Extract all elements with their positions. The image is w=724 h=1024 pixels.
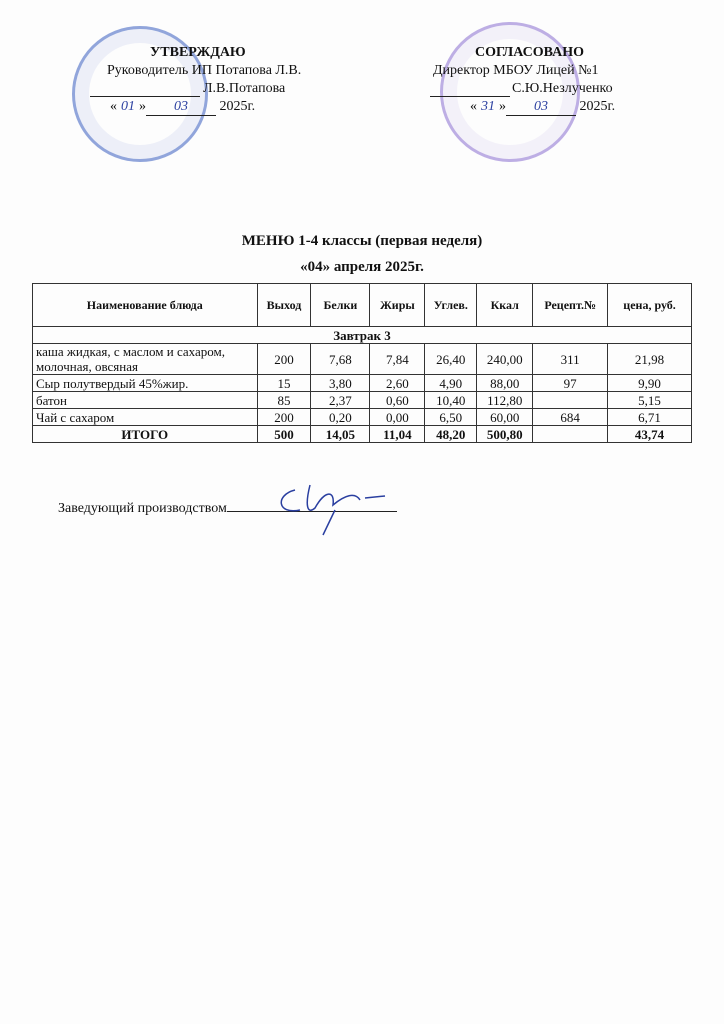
table-cell: 5,15 <box>607 391 692 409</box>
total-cell: 11,04 <box>369 425 426 443</box>
agree-title: СОГЛАСОВАНО <box>475 45 584 60</box>
approve-name: Л.В.Потапова <box>203 81 286 96</box>
table-cell: 0,00 <box>369 408 426 426</box>
table-cell: 3,80 <box>310 374 371 392</box>
table-cell: 2,37 <box>310 391 371 409</box>
table-cell: Сыр полутвердый 45%жир. <box>32 374 258 392</box>
section-row: Завтрак 3 <box>32 326 692 344</box>
table-cell: 88,00 <box>476 374 534 392</box>
header-cell: Наименование блюда <box>32 283 258 327</box>
table-cell: 0,60 <box>369 391 426 409</box>
table-cell: 26,40 <box>424 343 478 375</box>
table-cell: 7,68 <box>310 343 371 375</box>
agree-date: «31» 03 2025г. <box>470 99 616 116</box>
table-row: Чай с сахаром 200 0,20 0,00 6,50 60,00 684 6,71 <box>32 408 692 426</box>
total-row: ИТОГО 500 14,05 11,04 48,20 500,80 43,74 <box>32 425 692 443</box>
table-cell: 21,98 <box>607 343 692 375</box>
table-cell: 6,50 <box>424 408 478 426</box>
table-cell: 112,80 <box>476 391 534 409</box>
total-cell: 500 <box>256 425 312 443</box>
total-cell: ИТОГО <box>32 425 258 443</box>
table-cell: 4,90 <box>424 374 478 392</box>
signature <box>280 484 386 536</box>
total-cell <box>532 425 609 443</box>
table-cell: 7,84 <box>369 343 426 375</box>
approve-date: «01» 03 2025г. <box>110 99 256 116</box>
table-cell: 0,20 <box>310 408 371 426</box>
header-cell: Углев. <box>424 283 478 327</box>
table-cell: каша жидкая, с маслом и сахаром, молочна… <box>32 343 258 375</box>
total-cell: 500,80 <box>476 425 534 443</box>
table-cell: 9,90 <box>607 374 692 392</box>
table-cell: 85 <box>256 391 312 409</box>
table-cell: 15 <box>256 374 312 392</box>
total-cell: 48,20 <box>424 425 478 443</box>
table-cell: 240,00 <box>476 343 534 375</box>
table-cell <box>532 391 609 409</box>
menu-table: Наименование блюда Выход Белки Жиры Угле… <box>32 283 692 443</box>
header-cell: Выход <box>256 283 312 327</box>
table-cell: 97 <box>532 374 609 392</box>
table-cell: 6,71 <box>607 408 692 426</box>
table-row: каша жидкая, с маслом и сахаром, молочна… <box>32 343 692 375</box>
stamp-left <box>72 26 208 162</box>
approve-role: Руководитель ИП Потапова Л.В. <box>107 63 302 78</box>
total-cell: 43,74 <box>607 425 692 443</box>
table-cell: батон <box>32 391 258 409</box>
table-row: батон 85 2,37 0,60 10,40 112,80 5,15 <box>32 391 692 409</box>
table-cell: 10,40 <box>424 391 478 409</box>
header-cell: Белки <box>310 283 371 327</box>
header-cell: цена, руб. <box>607 283 692 327</box>
table-cell: 311 <box>532 343 609 375</box>
stamp-right <box>440 22 580 162</box>
table-cell: 60,00 <box>476 408 534 426</box>
agree-name: С.Ю.Незлученко <box>512 81 613 96</box>
menu-title: МЕНЮ 1-4 классы (первая неделя) <box>241 233 483 249</box>
table-cell: Чай с сахаром <box>32 408 258 426</box>
approve-title: УТВЕРЖДАЮ <box>150 45 246 60</box>
table-cell: 200 <box>256 408 312 426</box>
agree-role: Директор МБОУ Лицей №1 <box>433 63 599 78</box>
table-cell: 2,60 <box>369 374 426 392</box>
header-cell: Ккал <box>476 283 534 327</box>
footer-label: Заведующий производством <box>58 500 397 517</box>
header-cell: Рецепт.№ <box>532 283 609 327</box>
table-cell: 200 <box>256 343 312 375</box>
header-cell: Жиры <box>369 283 426 327</box>
menu-date: «04» апреля 2025г. <box>300 259 424 275</box>
total-cell: 14,05 <box>310 425 371 443</box>
table-row: Сыр полутвердый 45%жир. 15 3,80 2,60 4,90 88,… <box>32 374 692 392</box>
table-cell: 684 <box>532 408 609 426</box>
table-header-row: Наименование блюда Выход Белки Жиры Угле… <box>32 283 692 327</box>
